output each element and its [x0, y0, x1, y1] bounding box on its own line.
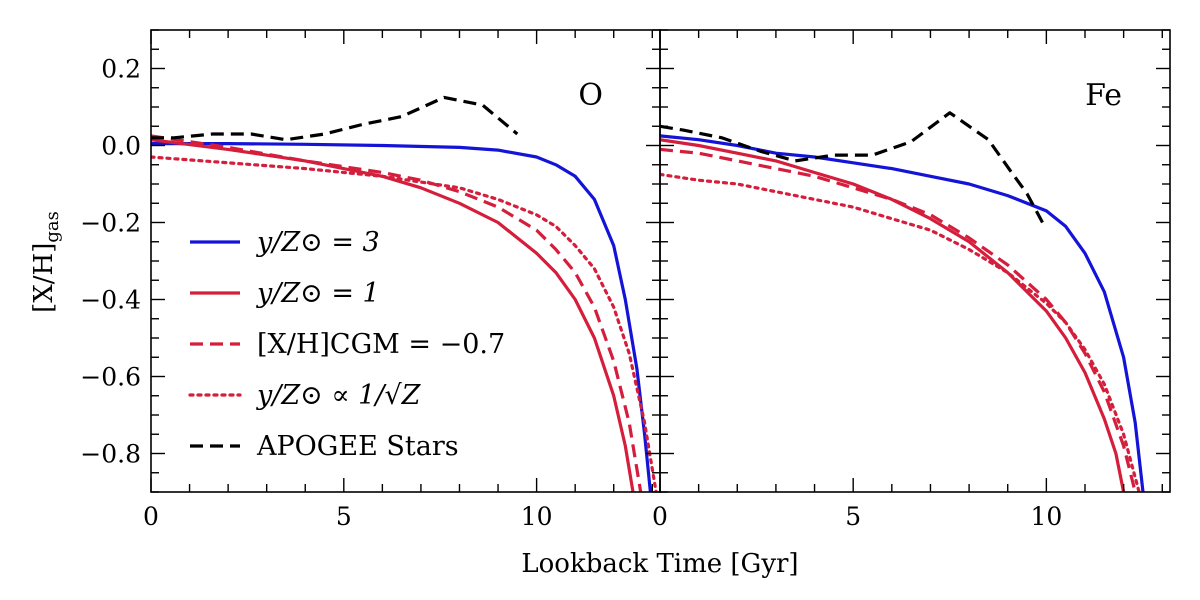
series-line-y1-fe	[660, 138, 1126, 492]
series-line-y3-o	[151, 142, 652, 492]
y-axis-label: [X/H]gas	[29, 211, 63, 313]
x-tick-label: 5	[845, 502, 861, 531]
x-tick-label: 10	[521, 502, 553, 531]
x-tick-label: 5	[336, 502, 352, 531]
series-line-cgm-fe	[660, 147, 1137, 492]
y-tick-label: −0.8	[80, 440, 141, 469]
x-tick-label: 10	[1030, 502, 1062, 531]
y-tick-label: 0.2	[101, 55, 141, 84]
y-tick-label: −0.4	[80, 286, 141, 315]
legend-label-cgm: [X/H]CGM = −0.7	[257, 329, 505, 360]
legend-label-apogee: APOGEE Stars	[256, 431, 459, 462]
plot-frame-fe	[659, 29, 1171, 493]
y-tick-label: 0.0	[101, 132, 141, 161]
x-tick-label: 0	[143, 502, 159, 531]
y-tick-label: −0.6	[80, 363, 141, 392]
legend-label-y1: y/Z⊙ = 1	[256, 278, 380, 309]
panel-label-fe: Fe	[1085, 78, 1122, 113]
legend-label-y3: y/Z⊙ = 3	[256, 227, 380, 258]
legend-label-sqrt: y/Z⊙ ∝ 1/√Z	[256, 380, 422, 411]
right-panel-iron: 0 5 10	[652, 29, 1171, 531]
series-line-sqrt-fe	[660, 172, 1141, 492]
x-axis-label: Lookback Time [Gyr]	[521, 549, 798, 579]
series-line-apogee-o	[151, 95, 519, 142]
series-line-apogee-fe	[660, 111, 1044, 224]
series-line-y3-fe	[660, 134, 1145, 492]
left-panel-oxygen: 0 5 10 0.2 0.0 −0.2 −0.4 −0.6 −0.8	[80, 29, 661, 531]
legend: y/Z⊙ = 3 y/Z⊙ = 1 [X/H]CGM = −0.7 y/Z⊙ ∝ 1/…	[188, 227, 505, 462]
panel-label-o: O	[578, 78, 603, 113]
x-tick-label: 0	[652, 502, 668, 531]
y-tick-label: −0.2	[80, 209, 141, 238]
series-line-cgm-o	[151, 134, 643, 492]
series-line-sqrt-o	[151, 155, 658, 492]
